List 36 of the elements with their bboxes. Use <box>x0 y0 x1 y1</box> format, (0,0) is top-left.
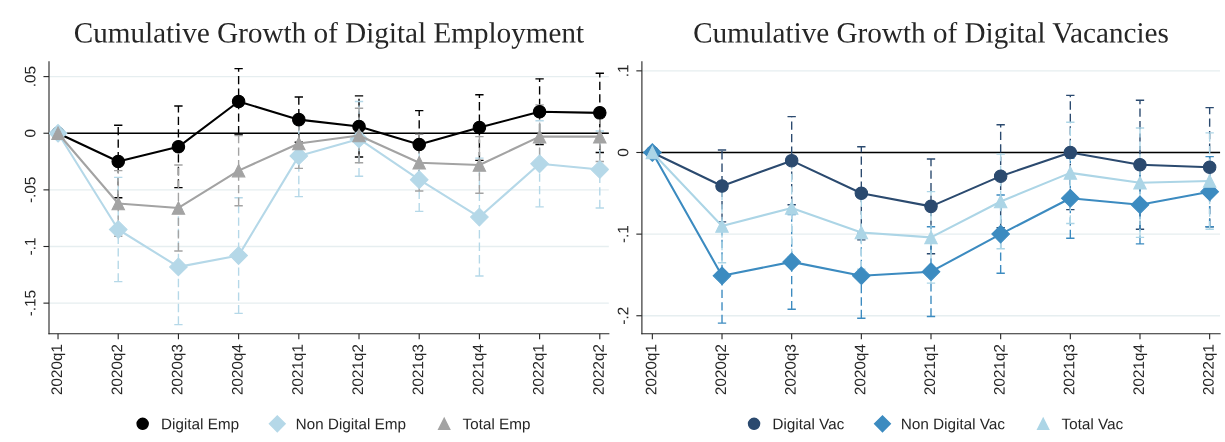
x-tick-label: 2020q4 <box>854 344 869 395</box>
legend-label: Total Vac <box>1061 418 1123 430</box>
chart-title: Cumulative Growth of Digital Vacancies <box>694 21 1168 49</box>
x-tick-label: 2020q2 <box>715 344 730 395</box>
legend-label: Digital Emp <box>162 418 239 433</box>
chart-title: Cumulative Growth of Digital Employment <box>74 21 584 49</box>
y-tick-label: -.05 <box>24 177 36 203</box>
y-tick-label: -.2 <box>617 307 629 324</box>
x-tick-label: 2021q4 <box>1133 344 1148 395</box>
x-tick-label: 2020q3 <box>784 344 799 395</box>
x-tick-label: 2020q1 <box>645 344 660 395</box>
x-tick-label: 2021q3 <box>1063 344 1078 395</box>
x-tick-label: 2021q1 <box>292 344 306 395</box>
x-tick-label: 2021q2 <box>993 344 1008 395</box>
y-tick-label: .05 <box>24 66 36 86</box>
x-tick-label: 2020q2 <box>111 344 126 395</box>
x-tick-label: 2021q3 <box>412 344 427 395</box>
x-tick-label: 2021q4 <box>472 344 487 395</box>
x-tick-label: 2022q1 <box>1202 344 1217 395</box>
legend-label: Total Emp <box>462 418 530 433</box>
y-tick-label: 0 <box>617 148 629 157</box>
y-tick-label: -.15 <box>24 290 36 316</box>
legend-label: Non Digital Emp <box>296 418 406 433</box>
x-tick-label: 2021q1 <box>924 344 939 395</box>
x-tick-label: 2020q1 <box>51 344 66 395</box>
y-tick-label: -.1 <box>24 238 36 255</box>
y-tick-label: 0 <box>24 129 36 137</box>
legend-label: Non Digital Vac <box>902 418 1005 433</box>
x-tick-label: 2022q1 <box>532 344 547 395</box>
legend-label: Digital Vac <box>773 418 844 433</box>
x-tick-label: 2021q2 <box>352 344 367 395</box>
y-tick-label: -.1 <box>617 225 629 243</box>
x-tick-label: 2022q2 <box>593 344 607 395</box>
y-tick-label: .1 <box>617 65 629 76</box>
x-tick-label: 2020q4 <box>231 344 246 395</box>
x-tick-label: 2020q3 <box>171 344 186 395</box>
